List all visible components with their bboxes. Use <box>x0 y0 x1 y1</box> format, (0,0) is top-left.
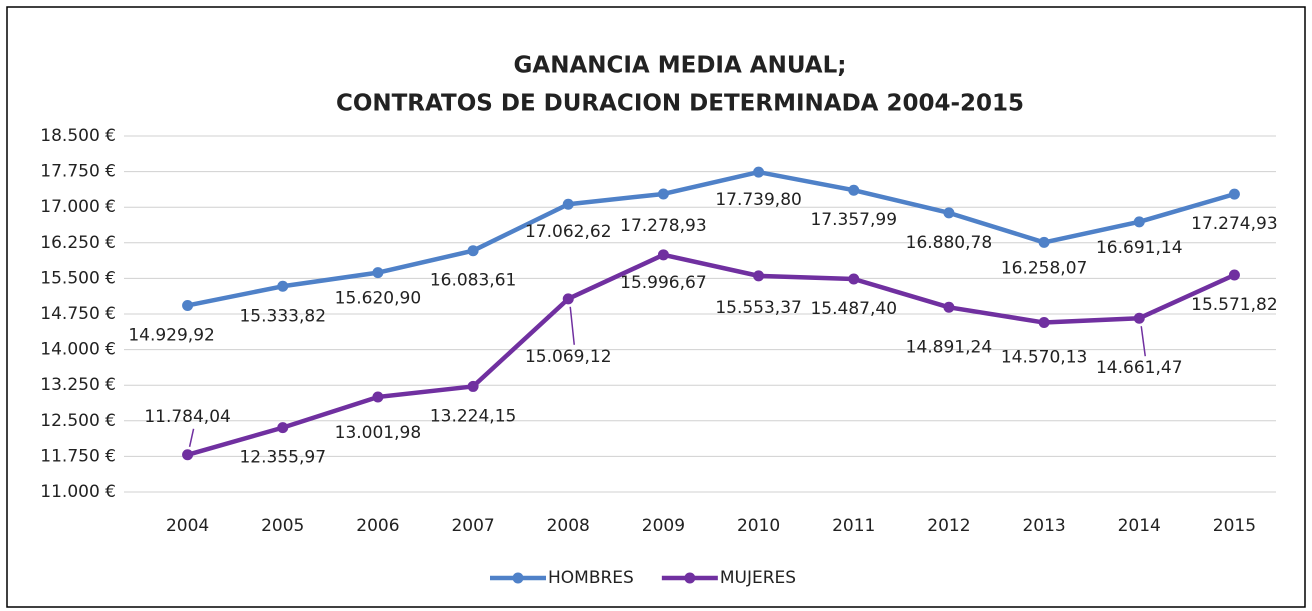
data-label: 15.333,82 <box>239 306 326 326</box>
data-label: 15.996,67 <box>620 273 707 293</box>
data-point <box>1038 317 1050 329</box>
y-tick-label: 13.250 € <box>40 375 116 395</box>
x-tick-label: 2010 <box>737 516 780 536</box>
y-tick-label: 14.750 € <box>40 304 116 324</box>
data-point <box>657 188 669 200</box>
data-point <box>1133 216 1145 228</box>
data-point <box>182 299 194 311</box>
x-tick-label: 2013 <box>1022 516 1065 536</box>
data-point <box>372 267 384 279</box>
y-tick-label: 16.250 € <box>40 233 116 253</box>
data-label: 16.083,61 <box>430 271 517 291</box>
x-tick-label: 2014 <box>1118 516 1161 536</box>
leader-line <box>569 306 575 345</box>
data-label: 13.001,98 <box>335 423 422 443</box>
data-point <box>943 301 955 313</box>
data-label: 17.274,93 <box>1191 214 1278 234</box>
data-label: 14.570,13 <box>1001 348 1088 368</box>
data-label: 15.571,82 <box>1191 295 1278 315</box>
data-point <box>753 166 765 178</box>
x-tick-label: 2009 <box>642 516 685 536</box>
legend-marker <box>512 572 524 584</box>
data-point <box>467 380 479 392</box>
data-point <box>657 249 669 261</box>
data-label: 16.258,07 <box>1001 258 1088 278</box>
chart-frame <box>6 6 1306 608</box>
data-label: 15.487,40 <box>810 299 897 319</box>
x-tick-label: 2004 <box>166 516 209 536</box>
x-tick-label: 2006 <box>356 516 399 536</box>
series-line <box>187 169 1236 308</box>
data-point <box>943 207 955 219</box>
series-line <box>186 252 1236 457</box>
data-point <box>277 422 289 434</box>
y-tick-label: 12.500 € <box>40 411 116 431</box>
data-point <box>1133 312 1145 324</box>
data-point <box>1228 188 1240 200</box>
legend-marker <box>684 572 696 584</box>
y-tick-label: 17.750 € <box>40 162 116 182</box>
data-label: 16.880,78 <box>906 233 993 253</box>
chart-title: CONTRATOS DE DURACION DETERMINADA 2004-2… <box>336 91 1024 117</box>
data-label: 17.357,99 <box>810 210 897 230</box>
data-label: 14.929,92 <box>128 325 215 345</box>
data-point <box>1038 236 1050 248</box>
x-tick-label: 2007 <box>451 516 494 536</box>
data-point <box>182 449 194 461</box>
y-tick-label: 14.000 € <box>40 340 116 360</box>
data-label: 15.620,90 <box>335 289 422 309</box>
data-label: 15.069,12 <box>525 347 612 367</box>
legend-label: MUJERES <box>720 568 796 588</box>
data-label: 14.661,47 <box>1096 358 1183 378</box>
x-tick-label: 2012 <box>927 516 970 536</box>
y-tick-label: 15.500 € <box>40 268 116 288</box>
y-tick-label: 11.750 € <box>40 446 116 466</box>
x-tick-label: 2008 <box>547 516 590 536</box>
data-point <box>753 270 765 282</box>
data-point <box>467 245 479 257</box>
data-label: 11.784,04 <box>144 407 231 427</box>
data-point <box>562 198 574 210</box>
legend-label: HOMBRES <box>548 568 634 588</box>
data-label: 14.891,24 <box>906 337 993 357</box>
x-tick-label: 2005 <box>261 516 304 536</box>
data-point <box>848 273 860 285</box>
data-point <box>848 184 860 196</box>
data-label: 13.224,15 <box>430 406 517 426</box>
chart-title: GANANCIA MEDIA ANUAL; <box>514 53 847 79</box>
data-label: 12.355,97 <box>239 448 326 468</box>
data-point <box>372 391 384 403</box>
leader-line <box>1140 326 1146 357</box>
y-tick-label: 11.000 € <box>40 482 116 502</box>
y-tick-label: 17.000 € <box>40 197 116 217</box>
data-label: 17.739,80 <box>715 190 802 210</box>
data-point <box>562 293 574 305</box>
data-label: 15.553,37 <box>715 298 802 318</box>
leader-line <box>188 428 195 447</box>
x-tick-label: 2015 <box>1213 516 1256 536</box>
x-tick-label: 2011 <box>832 516 875 536</box>
data-label: 17.278,93 <box>620 216 707 236</box>
data-label: 16.691,14 <box>1096 238 1183 258</box>
y-tick-label: 18.500 € <box>40 126 116 146</box>
data-label: 17.062,62 <box>525 222 612 242</box>
data-point <box>277 280 289 292</box>
data-point <box>1228 269 1240 281</box>
